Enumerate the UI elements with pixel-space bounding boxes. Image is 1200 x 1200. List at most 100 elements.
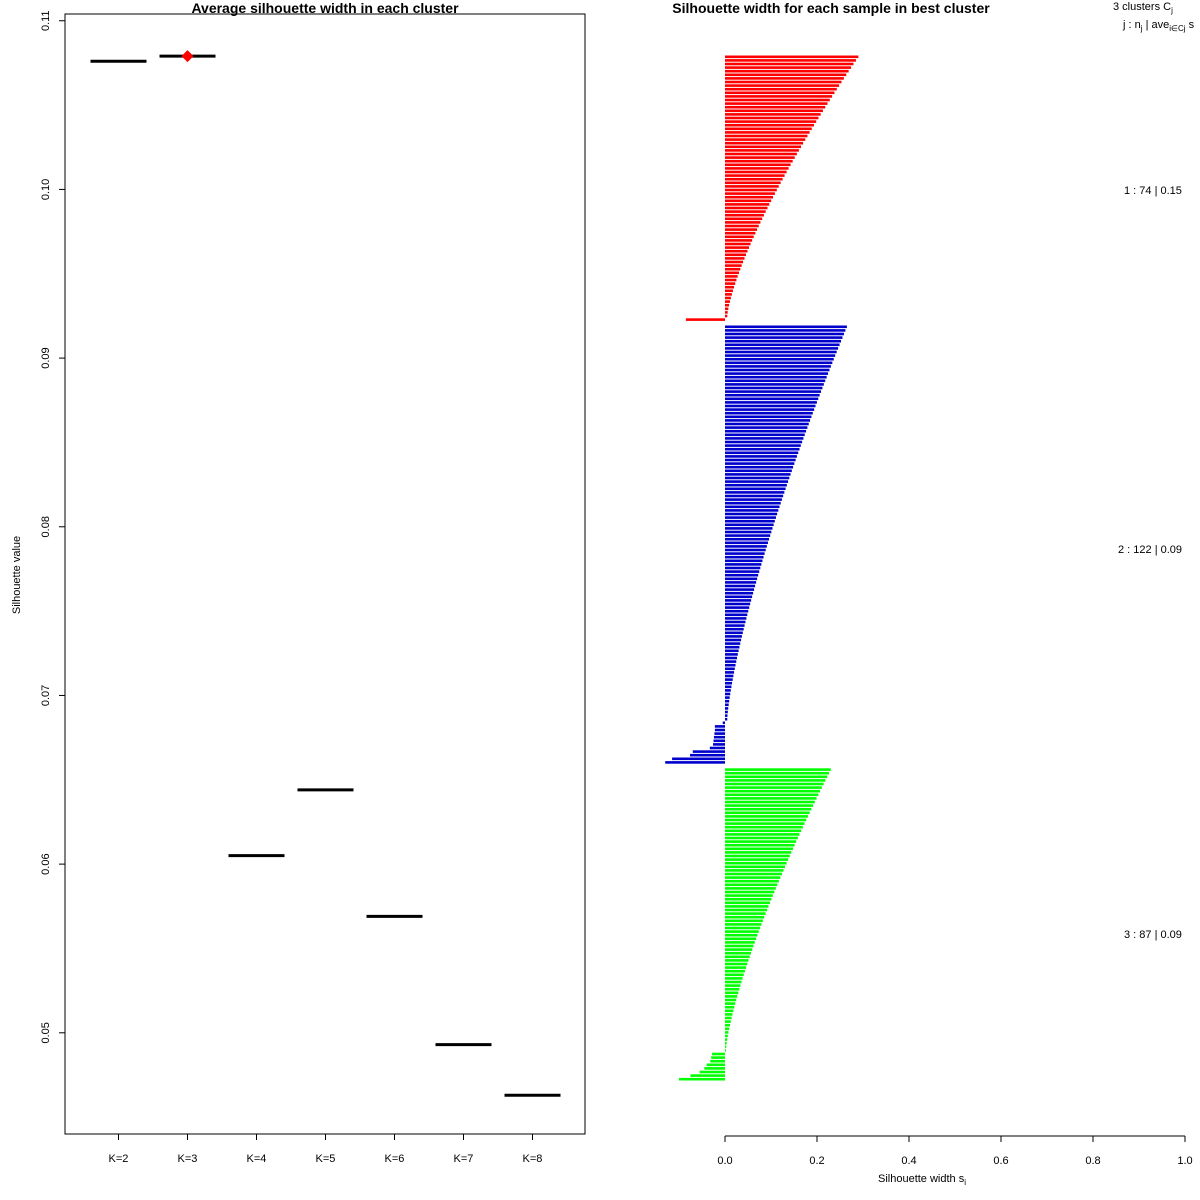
silhouette-bar-cluster-1: [725, 113, 821, 116]
silhouette-bar-cluster-2: [725, 627, 744, 631]
silhouette-bar-cluster-1: [725, 296, 731, 300]
silhouette-bar-cluster-2: [725, 559, 763, 563]
silhouette-bar-cluster-3: [725, 998, 737, 1002]
silhouette-bar-cluster-2: [725, 678, 733, 681]
left-y-axis-label: Silhouette value: [11, 536, 23, 614]
silhouette-bar-cluster-2: [725, 584, 756, 588]
silhouette-bar-cluster-3: [725, 768, 831, 771]
silhouette-bar-cluster-2: [725, 588, 755, 591]
silhouette-bar-cluster-1: [725, 123, 814, 127]
silhouette-bar-cluster-2: [725, 422, 809, 426]
silhouette-bar-cluster-1: [725, 127, 812, 131]
silhouette-bar-cluster-2: [725, 473, 791, 476]
silhouette-bar-cluster-1: [725, 141, 804, 145]
silhouette-bar-cluster-3: [725, 1016, 732, 1020]
cluster-1-summary: 1 : 74 | 0.15: [1124, 185, 1182, 197]
left-y-tick-label: 0.07: [40, 685, 52, 706]
silhouette-bar-cluster-3: [725, 908, 768, 912]
right-x-tick-label: 0.0: [717, 1155, 732, 1167]
silhouette-bar-cluster-1: [725, 80, 842, 84]
right-x-tick-label: 1.0: [1177, 1155, 1192, 1167]
silhouette-bar-cluster-3: [725, 984, 741, 987]
silhouette-bar-cluster-2: [725, 325, 847, 329]
silhouette-bar-cluster-2: [725, 401, 817, 404]
silhouette-bar-cluster-1: [725, 95, 833, 98]
silhouette-bar-cluster-2: [725, 336, 843, 339]
silhouette-bar-cluster-2: [725, 653, 738, 656]
silhouette-bar-cluster-2: [725, 613, 748, 617]
silhouette-bar-cluster-2: [725, 548, 766, 552]
silhouette-bar-cluster-3: [725, 851, 792, 854]
silhouette-bar-cluster-2: [725, 372, 829, 375]
silhouette-bar-cluster-2: [725, 480, 789, 483]
silhouette-bar-cluster-2: [725, 681, 733, 685]
silhouette-bar-cluster-2: [713, 743, 725, 746]
silhouette-bar-cluster-1: [725, 73, 847, 77]
silhouette-bar-cluster-3: [725, 959, 749, 962]
silhouette-bar-cluster-3: [725, 789, 821, 793]
silhouette-bar-cluster-3: [725, 915, 765, 919]
silhouette-bar-cluster-2: [725, 609, 749, 613]
silhouette-bar-cluster-1: [725, 285, 735, 289]
silhouette-bar-cluster-3: [725, 887, 776, 890]
silhouette-bar-cluster-1: [725, 98, 830, 102]
silhouette-bar-cluster-1: [725, 267, 741, 271]
silhouette-bar-cluster-3: [725, 879, 779, 883]
silhouette-bar-cluster-2: [725, 703, 729, 707]
silhouette-bar-cluster-3: [725, 854, 790, 858]
left-y-tick-label: 0.05: [40, 1022, 52, 1043]
silhouette-bar-cluster-1: [725, 69, 849, 73]
left-y-tick-label: 0.10: [40, 179, 52, 200]
silhouette-bar-cluster-2: [725, 570, 760, 573]
silhouette-bar-cluster-1: [725, 109, 823, 113]
silhouette-bar-cluster-2: [725, 350, 837, 354]
silhouette-bar-cluster-3: [725, 829, 802, 833]
right-x-axis-label: Silhouette width si: [878, 1173, 966, 1187]
silhouette-bar-cluster-3: [725, 926, 761, 930]
silhouette-bar-cluster-3: [725, 1049, 726, 1052]
silhouette-bar-cluster-2: [725, 357, 834, 361]
silhouette-bar-cluster-2: [725, 361, 833, 365]
silhouette-bar-cluster-2: [672, 757, 725, 761]
silhouette-bar-cluster-2: [725, 656, 738, 660]
silhouette-bar-cluster-2: [725, 541, 768, 545]
silhouette-bar-cluster-1: [725, 282, 736, 285]
silhouette-bar-cluster-2: [725, 433, 805, 437]
silhouette-bar-cluster-2: [725, 451, 799, 455]
silhouette-bar-cluster-2: [725, 595, 753, 599]
silhouette-bar-cluster-3: [725, 822, 805, 825]
silhouette-bar-cluster-1: [725, 66, 852, 69]
silhouette-bar-cluster-3: [725, 969, 745, 973]
left-plot-frame: [64, 13, 586, 1135]
silhouette-bar-cluster-2: [714, 725, 725, 728]
silhouette-bar-cluster-2: [725, 530, 772, 534]
right-panel: Silhouette width for each sample in best…: [665, 0, 1195, 1187]
silhouette-bar-cluster-3: [710, 1059, 725, 1063]
silhouette-bar-cluster-3: [725, 1041, 727, 1045]
silhouette-bar-cluster-2: [725, 642, 741, 645]
silhouette-bar-cluster-2: [725, 660, 737, 663]
silhouette-bar-cluster-3: [725, 815, 808, 818]
silhouette-bar-cluster-1: [725, 185, 779, 188]
silhouette-bar-cluster-1: [725, 271, 739, 275]
silhouette-bar-cluster-2: [725, 354, 836, 357]
silhouette-bar-cluster-2: [725, 509, 779, 512]
left-y-ticks: 0.05 0.06 0.07 0.08 0.09 0.10 0.11: [40, 10, 65, 1044]
silhouette-bar-cluster-2: [725, 663, 736, 667]
silhouette-bar-cluster-1: [725, 278, 737, 282]
silhouette-bar-cluster-3: [725, 955, 750, 959]
silhouette-bar-cluster-1: [725, 102, 828, 105]
silhouette-bar-cluster-2: [725, 491, 785, 494]
header-line2-sub2: i∈Cj: [1169, 24, 1186, 33]
silhouette-bar-cluster-1: [725, 84, 840, 87]
silhouette-bar-cluster-1: [725, 235, 754, 239]
silhouette-bar-cluster-2: [725, 386, 823, 390]
silhouette-bar-cluster-1: [725, 145, 802, 149]
silhouette-bar-cluster-1: [725, 231, 756, 235]
silhouette-bar-cluster-3: [725, 775, 828, 779]
silhouette-bar-cluster-3: [725, 771, 829, 775]
silhouette-bar-cluster-2: [725, 714, 728, 717]
silhouette-bar-cluster-3: [725, 948, 753, 951]
silhouette-bar-cluster-2: [714, 732, 725, 735]
